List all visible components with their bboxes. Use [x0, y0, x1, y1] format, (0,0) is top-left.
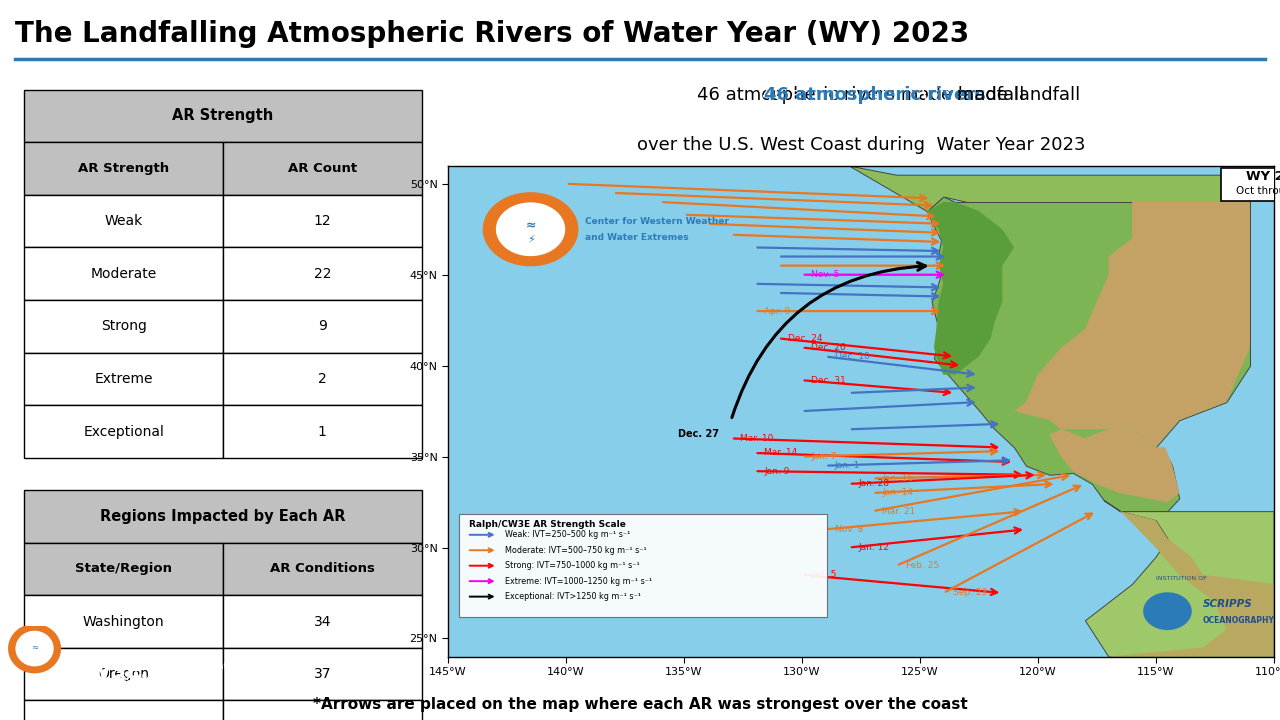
Text: Jan. 16: Jan. 16: [882, 474, 913, 483]
Text: Moderate: IVT=500–750 kg m⁻¹ s⁻¹: Moderate: IVT=500–750 kg m⁻¹ s⁻¹: [504, 546, 646, 554]
Text: Center for Western Weather
and Water Extremes: Center for Western Weather and Water Ext…: [115, 662, 242, 683]
Text: Weak: Weak: [105, 214, 143, 228]
Text: 46 atmospheric rivers: 46 atmospheric rivers: [762, 86, 960, 104]
Bar: [223, 595, 421, 648]
Text: Dec. 26: Dec. 26: [812, 343, 846, 352]
Text: Feb. 25: Feb. 25: [906, 561, 938, 570]
Bar: [24, 195, 223, 248]
Bar: [223, 648, 421, 701]
Polygon shape: [1144, 593, 1190, 629]
Text: Strong: IVT=750–1000 kg m⁻¹ s⁻¹: Strong: IVT=750–1000 kg m⁻¹ s⁻¹: [504, 561, 640, 570]
Bar: [24, 248, 223, 300]
Text: ≈: ≈: [31, 642, 38, 651]
Text: 22: 22: [314, 266, 332, 281]
Text: Jan. 9: Jan. 9: [764, 467, 790, 476]
Bar: [223, 543, 421, 595]
Text: Exceptional: Exceptional: [83, 425, 164, 438]
Text: Jan. 12: Jan. 12: [859, 543, 890, 552]
Text: Washington: Washington: [83, 615, 164, 629]
Text: 2: 2: [317, 372, 326, 386]
Text: CW3E: CW3E: [70, 662, 142, 683]
Text: AR Strength: AR Strength: [173, 108, 274, 123]
Bar: [24, 300, 223, 353]
Text: over the U.S. West Coast during  Water Year 2023: over the U.S. West Coast during Water Ye…: [636, 135, 1085, 153]
Text: 46 atmospheric rivers: 46 atmospheric rivers: [764, 86, 986, 104]
Text: Moderate: Moderate: [91, 266, 156, 281]
Text: AR Strength: AR Strength: [78, 162, 169, 175]
Polygon shape: [9, 624, 60, 672]
Text: State/Region: State/Region: [76, 562, 172, 575]
Bar: [223, 353, 421, 405]
Text: Mar. 14: Mar. 14: [764, 449, 797, 457]
Text: Dec. 27: Dec. 27: [678, 429, 719, 439]
Bar: [24, 543, 223, 595]
Text: The Landfalling Atmospheric Rivers of Water Year (WY) 2023: The Landfalling Atmospheric Rivers of Wa…: [15, 20, 970, 48]
Polygon shape: [17, 631, 52, 666]
Text: Nov. 5: Nov. 5: [812, 270, 840, 279]
Bar: [223, 701, 421, 720]
Bar: [24, 648, 223, 701]
Text: Oct through Sep: Oct through Sep: [1235, 186, 1280, 196]
Text: Center for Western Weather: Center for Western Weather: [585, 217, 728, 225]
Text: 46 atmospheric rivers made landfall: 46 atmospheric rivers made landfall: [698, 86, 1024, 104]
Text: Nov. 8: Nov. 8: [835, 525, 863, 534]
Text: Jan. 28: Jan. 28: [859, 480, 890, 488]
Text: made landfall: made landfall: [951, 86, 1080, 104]
Text: *Arrows are placed on the map where each AR was strongest over the coast: *Arrows are placed on the map where each…: [312, 697, 968, 711]
Text: ≈: ≈: [525, 219, 536, 232]
Text: Strong: Strong: [101, 319, 147, 333]
Text: Jan. 1: Jan. 1: [835, 462, 860, 470]
Text: Weak: IVT=250–500 kg m⁻¹ s⁻¹: Weak: IVT=250–500 kg m⁻¹ s⁻¹: [504, 531, 630, 539]
Bar: [223, 405, 421, 458]
Text: Jan. 5: Jan. 5: [812, 570, 837, 580]
Text: Jan. 7: Jan. 7: [812, 452, 837, 461]
FancyBboxPatch shape: [1221, 168, 1280, 201]
Bar: [223, 248, 421, 300]
Bar: [24, 595, 223, 648]
Bar: [223, 142, 421, 195]
Text: ⚡: ⚡: [526, 235, 535, 246]
Text: and Water Extremes: and Water Extremes: [585, 233, 689, 242]
Text: INSTITUTION OF: INSTITUTION OF: [1156, 576, 1207, 581]
Text: 1: 1: [317, 425, 326, 438]
Polygon shape: [484, 193, 577, 266]
Text: Extreme: Extreme: [95, 372, 152, 386]
Text: 12: 12: [314, 214, 332, 228]
Text: WY 2023: WY 2023: [1245, 171, 1280, 184]
Bar: [24, 405, 223, 458]
Text: Dec. 24: Dec. 24: [787, 334, 822, 343]
FancyBboxPatch shape: [458, 514, 827, 616]
Polygon shape: [497, 203, 564, 256]
Text: Jan. 14: Jan. 14: [882, 488, 913, 498]
Bar: [223, 300, 421, 353]
Text: Mar. 21: Mar. 21: [882, 507, 915, 516]
Bar: [24, 353, 223, 405]
Text: Exceptional: IVT>1250 kg m⁻¹ s⁻¹: Exceptional: IVT>1250 kg m⁻¹ s⁻¹: [504, 592, 640, 601]
Text: 37: 37: [314, 667, 332, 681]
Text: AR Count: AR Count: [288, 162, 357, 175]
Bar: [24, 142, 223, 195]
Text: Mar. 10: Mar. 10: [741, 434, 774, 443]
Text: AR Conditions: AR Conditions: [270, 562, 375, 575]
Bar: [24, 89, 421, 142]
Text: Extreme: IVT=1000–1250 kg m⁻¹ s⁻¹: Extreme: IVT=1000–1250 kg m⁻¹ s⁻¹: [504, 577, 652, 585]
Text: Sep. 23: Sep. 23: [952, 588, 987, 598]
Bar: [24, 490, 421, 543]
Text: Regions Impacted by Each AR: Regions Impacted by Each AR: [100, 509, 346, 524]
Text: SCRIPPS: SCRIPPS: [1203, 599, 1253, 609]
Text: Dec. 31: Dec. 31: [812, 376, 846, 384]
Text: Dec. 10: Dec. 10: [835, 352, 869, 361]
Text: OCEANOGRAPHY: OCEANOGRAPHY: [1203, 616, 1275, 625]
Text: Ralph/CW3E AR Strength Scale: Ralph/CW3E AR Strength Scale: [470, 521, 626, 529]
Text: Oregon: Oregon: [99, 667, 150, 681]
Text: Apr. 9: Apr. 9: [764, 307, 790, 315]
Bar: [24, 701, 223, 720]
Bar: [223, 195, 421, 248]
Text: 9: 9: [317, 319, 326, 333]
FancyArrowPatch shape: [732, 263, 925, 418]
Text: 34: 34: [314, 615, 332, 629]
